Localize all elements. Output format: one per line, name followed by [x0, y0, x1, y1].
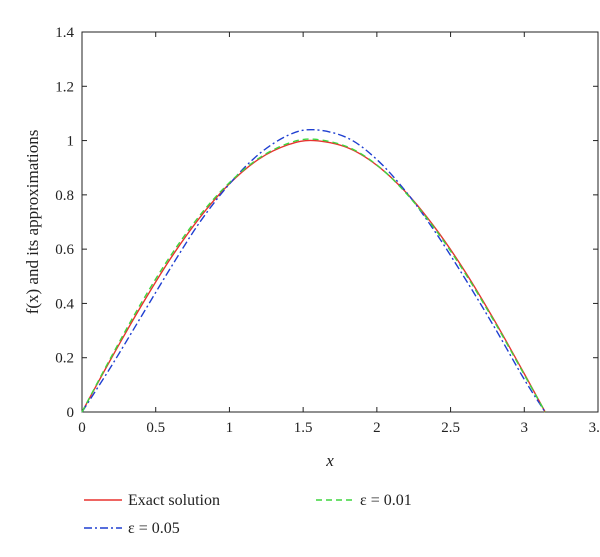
y-tick-label: 1 [67, 134, 75, 150]
x-axis-label: x [325, 451, 334, 470]
x-tick-label: 2 [373, 420, 381, 436]
x-tick-label: 0 [78, 420, 86, 436]
legend: Exact solution ε = 0.05 ε = 0.01 [84, 492, 412, 537]
legend-label-1: ε = 0.05 [128, 520, 180, 537]
y-tick-label: 0.2 [55, 351, 74, 367]
x-tick-label: 2.5 [441, 420, 460, 436]
y-tick-label: 0.4 [55, 296, 74, 312]
y-tick-label: 0.6 [55, 242, 74, 258]
legend-label-0: Exact solution [128, 492, 220, 509]
series-lines [81, 128, 546, 413]
y-tick-label: 0.8 [55, 188, 74, 204]
y-tick-label: 1.2 [55, 79, 74, 95]
series-line-2 [81, 138, 546, 413]
x-tick-label: 3.5 [589, 420, 600, 436]
y-tick-label: 0 [67, 405, 75, 421]
y-tick-label: 1.4 [55, 25, 74, 41]
series-line-1 [81, 128, 546, 413]
axis-ticks: 0 0.5 1 1.5 2 2.5 3 3.5 0 0.2 0.4 0.6 0.8 1 1.2 1.4 [55, 25, 600, 436]
legend-label-2: ε = 0.01 [360, 492, 412, 509]
x-tick-label: 1.5 [294, 420, 313, 436]
y-axis-label: f(x) and its approximations [23, 130, 42, 315]
x-tick-label: 0.5 [146, 420, 165, 436]
plot-area [81, 31, 599, 413]
x-tick-label: 1 [226, 420, 234, 436]
series-line-0 [81, 139, 546, 413]
x-tick-label: 3 [521, 420, 529, 436]
